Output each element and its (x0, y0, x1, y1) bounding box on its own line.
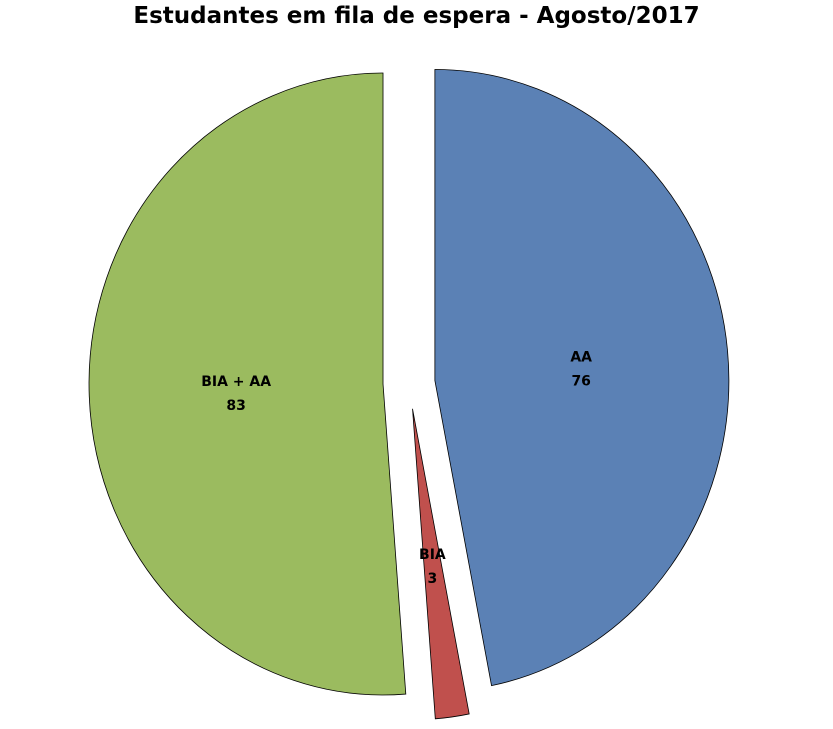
pie-slice-aa (434, 69, 730, 687)
slice-label: BIA (419, 547, 446, 563)
pie-slice-bia-aa (88, 72, 407, 696)
slice-value-label: 3 (428, 571, 438, 587)
slice-value-label: 83 (226, 398, 245, 414)
slice-label: BIA + AA (201, 374, 271, 390)
slice-label: AA (570, 349, 592, 365)
chart-title: Estudantes em fila de espera - Agosto/20… (133, 3, 700, 29)
pie-slice-bia (412, 408, 470, 720)
slice-value-label: 76 (571, 373, 590, 389)
